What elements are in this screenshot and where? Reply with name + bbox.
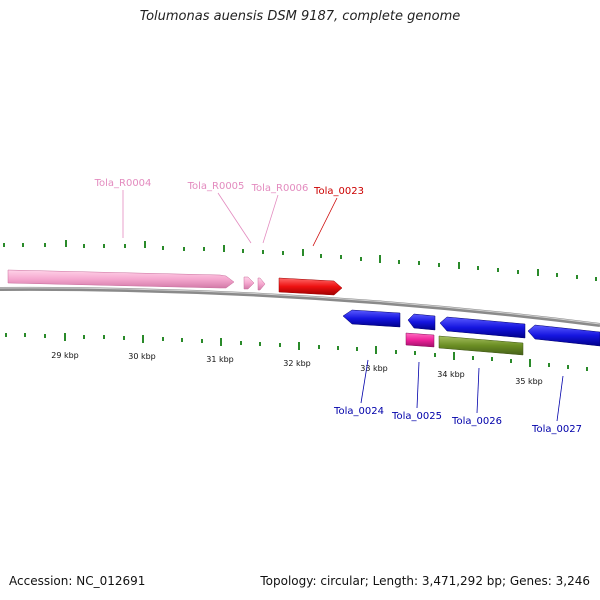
leader-line-tola-0024 [360, 359, 369, 404]
scale-label: 35 kbp [515, 377, 543, 386]
feature-label-tola-r0004[interactable]: Tola_R0004 [94, 178, 152, 189]
feature-label-tola-0024[interactable]: Tola_0024 [333, 406, 384, 417]
accession-text: Accession: NC_012691 [9, 574, 146, 588]
rna-feature-tola-r0005[interactable] [243, 276, 255, 290]
scale-label: 30 kbp [128, 352, 156, 361]
scale-label: 32 kbp [283, 359, 311, 368]
inner-tick-marks [5, 333, 588, 371]
leader-line-tola-r0006 [262, 194, 279, 244]
feature-label-tola-0023[interactable]: Tola_0023 [313, 186, 364, 197]
scale-label: 31 kbp [206, 355, 234, 364]
scale-label: 34 kbp [437, 370, 465, 379]
genome-backbone-highlight [0, 287, 600, 325]
gene-tola-0026[interactable] [439, 316, 526, 339]
map-title: Tolumonas auensis DSM 9187, complete gen… [139, 9, 461, 24]
scale-label: 29 kbp [51, 351, 79, 360]
gene-olive-feature[interactable] [438, 335, 524, 356]
leader-line-tola-0023 [312, 197, 338, 247]
feature-label-tola-r0005[interactable]: Tola_R0005 [187, 181, 245, 192]
scale-label: 33 kbp [360, 364, 388, 373]
genome-backbone [0, 286, 600, 327]
gene-tola-0025-magenta[interactable] [405, 332, 435, 348]
feature-label-tola-0025[interactable]: Tola_0025 [391, 411, 442, 422]
leader-line-tola-0027 [556, 375, 564, 422]
gene-tola-0025-reverse-part[interactable] [407, 313, 436, 331]
scale-labels: 29 kbp 30 kbp 31 kbp 32 kbp 33 kbp 34 kb… [51, 351, 543, 386]
gene-tola-0023[interactable] [278, 277, 343, 296]
leader-lines [122, 190, 564, 422]
gene-tola-0027[interactable] [527, 324, 600, 347]
outer-tick-marks [3, 240, 597, 281]
leader-line-tola-0026 [476, 367, 480, 414]
leader-line-tola-r0005 [217, 192, 252, 244]
rna-feature-tola-r0006[interactable] [257, 277, 266, 291]
genome-summary-text: Topology: circular; Length: 3,471,292 bp… [260, 574, 590, 588]
feature-label-tola-0026[interactable]: Tola_0026 [451, 416, 502, 427]
rna-feature-tola-r0004[interactable] [7, 269, 235, 289]
feature-label-tola-r0006[interactable]: Tola_R0006 [251, 183, 309, 194]
gene-tola-0024[interactable] [342, 309, 401, 328]
feature-label-tola-0027[interactable]: Tola_0027 [531, 424, 582, 435]
leader-line-tola-0025 [416, 361, 420, 409]
